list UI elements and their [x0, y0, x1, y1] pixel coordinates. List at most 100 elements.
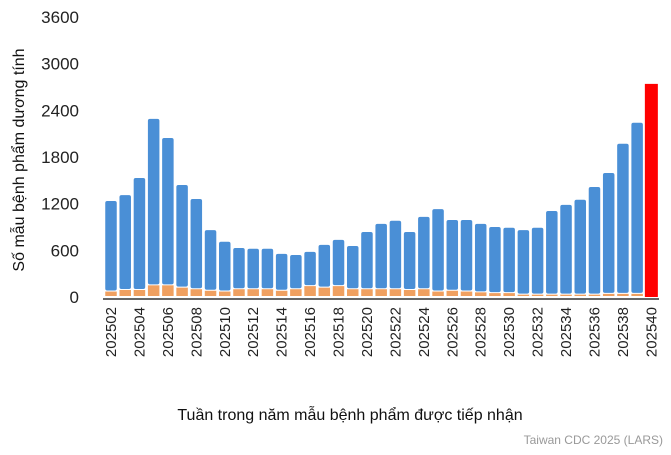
bar-lower-202512 — [247, 289, 259, 296]
bar-lower-202518 — [332, 286, 345, 296]
bar-upper-202529 — [489, 227, 501, 293]
bar-upper-202518 — [332, 239, 345, 286]
bar-upper-202517 — [318, 244, 331, 287]
bar-upper-202522 — [389, 220, 402, 289]
x-tick-label: 202520 — [359, 307, 376, 357]
x-tick-label: 202532 — [530, 307, 547, 357]
bar-lower-202516 — [304, 286, 316, 296]
bar-lower-202524 — [418, 289, 430, 296]
x-tick-label: 202514 — [274, 307, 291, 357]
bars — [105, 83, 658, 297]
bar-lower-202521 — [375, 289, 387, 296]
bar-upper-202504 — [133, 178, 146, 289]
bar-upper-202539 — [631, 122, 643, 293]
bar-lower-202538 — [617, 293, 629, 296]
bar-lower-202535 — [574, 294, 587, 296]
x-tick-label: 202522 — [387, 307, 404, 357]
bar-lower-202528 — [474, 292, 487, 296]
bar-lower-202507 — [176, 287, 188, 296]
bar-upper-202514 — [275, 253, 288, 290]
bar-upper-202516 — [304, 251, 316, 286]
x-tick-label: 202518 — [331, 307, 348, 357]
x-tick-label: 202540 — [643, 307, 660, 357]
bar-lower-202525 — [432, 291, 444, 296]
y-tick-label: 1800 — [41, 148, 79, 167]
bar-upper-202512 — [247, 248, 259, 289]
bar-current-202540 — [644, 83, 658, 297]
bar-upper-202534 — [560, 204, 572, 294]
bar-lower-202526 — [446, 290, 459, 296]
bar-lower-202539 — [631, 293, 643, 296]
bar-upper-202509 — [204, 230, 217, 290]
bar-lower-202527 — [460, 291, 473, 296]
bar-lower-202517 — [318, 287, 331, 296]
bar-upper-202528 — [474, 223, 487, 292]
bar-upper-202527 — [460, 220, 473, 291]
x-tick-label: 202524 — [416, 307, 433, 357]
bar-upper-202521 — [375, 223, 387, 289]
bar-upper-202506 — [162, 137, 174, 285]
bar-lower-202536 — [588, 294, 601, 296]
x-tick-label: 202506 — [160, 307, 177, 357]
x-tick-label: 202530 — [501, 307, 518, 357]
y-tick-label: 600 — [51, 241, 79, 260]
y-tick-label: 1200 — [41, 195, 79, 214]
bar-upper-202538 — [617, 143, 629, 293]
bar-upper-202511 — [233, 248, 245, 289]
bar-upper-202524 — [418, 216, 430, 289]
bar-upper-202531 — [517, 230, 530, 294]
x-tick-label: 202534 — [558, 307, 575, 357]
x-tick-label: 202510 — [217, 307, 234, 357]
bar-upper-202508 — [190, 199, 203, 289]
bar-upper-202537 — [602, 172, 615, 293]
x-tick-label: 202508 — [188, 307, 205, 357]
bar-lower-202523 — [403, 290, 416, 296]
bar-upper-202505 — [147, 118, 160, 285]
x-tick-label: 202516 — [302, 307, 319, 357]
bar-upper-202502 — [105, 200, 117, 291]
bar-upper-202523 — [403, 232, 416, 289]
bar-lower-202502 — [105, 291, 117, 296]
x-tick-label: 202536 — [586, 307, 603, 357]
bar-lower-202530 — [503, 293, 515, 296]
bar-lower-202513 — [261, 289, 274, 296]
bar-lower-202529 — [489, 293, 501, 296]
bar-lower-202509 — [204, 290, 217, 296]
bar-lower-202506 — [162, 285, 174, 296]
bar-upper-202535 — [574, 199, 587, 294]
bar-lower-202515 — [290, 289, 302, 296]
bar-upper-202525 — [432, 209, 444, 291]
bar-lower-202533 — [546, 294, 558, 296]
bar-lower-202522 — [389, 289, 402, 296]
y-tick-label: 2400 — [41, 101, 79, 120]
bar-lower-202514 — [275, 290, 288, 296]
x-tick-label: 202538 — [615, 307, 632, 357]
y-tick-label: 3000 — [41, 55, 79, 74]
bar-upper-202533 — [546, 211, 558, 294]
x-tick-label: 202526 — [444, 307, 461, 357]
bar-upper-202532 — [531, 227, 544, 294]
bar-upper-202519 — [346, 246, 359, 289]
bar-upper-202526 — [446, 220, 459, 290]
x-tick-label: 202528 — [473, 307, 490, 357]
y-tick-label: 3600 — [41, 8, 79, 27]
bar-lower-202520 — [361, 289, 373, 296]
bar-lower-202534 — [560, 294, 572, 296]
bar-upper-202503 — [119, 195, 131, 289]
bar-upper-202520 — [361, 232, 373, 289]
x-tick-label: 202512 — [245, 307, 262, 357]
x-axis-label: Tuần trong năm mẫu bệnh phẩm được tiếp n… — [177, 405, 522, 424]
bar-lower-202532 — [531, 294, 544, 296]
bar-lower-202505 — [147, 285, 160, 296]
bar-lower-202504 — [133, 290, 146, 296]
y-axis-ticks: 0 600 1200 1800 2400 3000 3600 — [41, 8, 79, 307]
bar-upper-202507 — [176, 185, 188, 287]
bar-lower-202511 — [233, 289, 245, 296]
bar-upper-202510 — [219, 241, 231, 291]
bar-lower-202510 — [219, 291, 231, 296]
bar-lower-202503 — [119, 290, 131, 296]
credit-text: Taiwan CDC 2025 (LARS) — [524, 433, 663, 447]
bar-upper-202513 — [261, 248, 274, 289]
y-axis-label: Số mẫu bệnh phẩm dương tính — [9, 48, 28, 271]
